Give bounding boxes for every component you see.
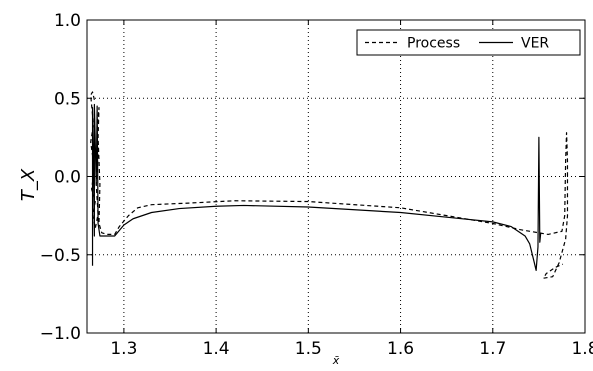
y-tick-label: 1.0 bbox=[54, 11, 81, 31]
x-tick-label: 1.5 bbox=[295, 339, 322, 359]
x-tick-label: 1.4 bbox=[203, 339, 230, 359]
y-axis-label: T_X bbox=[18, 168, 39, 201]
y-tick-label: −1.0 bbox=[40, 324, 81, 344]
x-tick-label: 1.3 bbox=[110, 339, 137, 359]
x-tick-label: 1.7 bbox=[479, 339, 506, 359]
grid bbox=[87, 20, 585, 333]
x-axis-label: x̄ bbox=[332, 354, 340, 367]
x-tick-label: 1.8 bbox=[571, 339, 593, 359]
legend-label-process: Process bbox=[407, 36, 460, 52]
legend-label-ver: VER bbox=[521, 36, 549, 52]
x-tick-label: 1.6 bbox=[387, 339, 414, 359]
y-tick-label: 0.5 bbox=[54, 89, 81, 109]
data-series bbox=[90, 91, 569, 279]
legend: Process VER bbox=[356, 29, 581, 56]
y-tick-label: 0.0 bbox=[54, 168, 81, 188]
series-line-ver bbox=[91, 103, 542, 271]
y-tick-label: −0.5 bbox=[40, 246, 81, 266]
axes: 1.3 1.4 1.5 1.6 1.7 1.8 −1.0 −0.5 0.0 0.5 1.0 bbox=[40, 11, 593, 359]
